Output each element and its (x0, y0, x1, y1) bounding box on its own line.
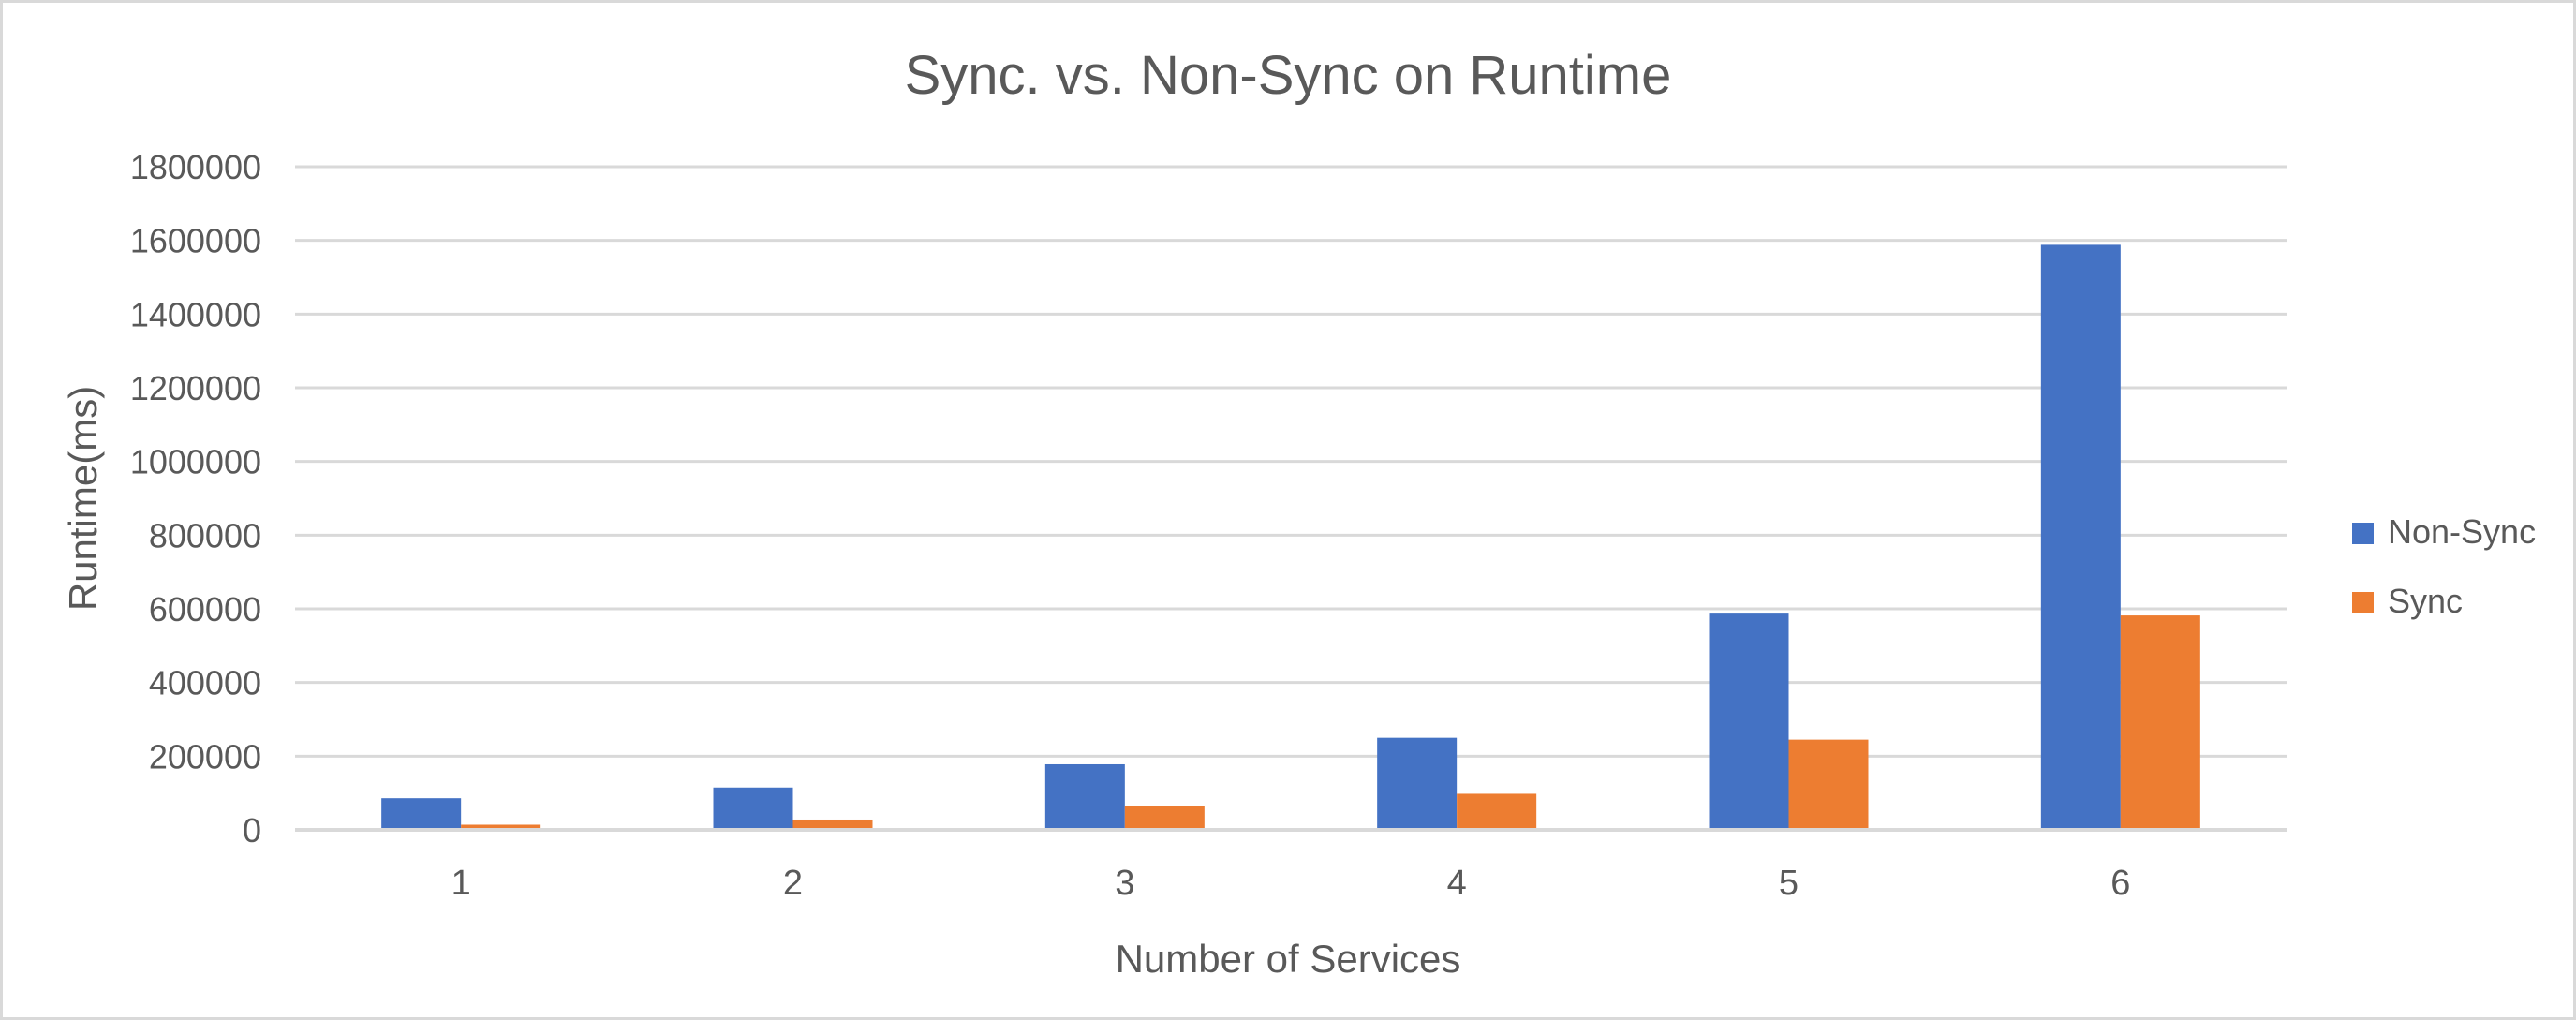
x-axis-title: Number of Services (1116, 937, 1461, 981)
legend: Non-Sync Sync (2352, 512, 2536, 620)
bar-sync-cat-6 (2120, 615, 2200, 830)
bar-non-sync-cat-1 (381, 798, 462, 830)
bar-non-sync-cat-5 (1709, 613, 1789, 830)
bar-non-sync-cat-2 (713, 787, 793, 830)
x-tick-label: 2 (783, 864, 803, 903)
y-tick-label: 200000 (149, 737, 261, 776)
y-tick-label: 1600000 (130, 222, 261, 260)
chart-canvas: 0 200000 400000 600000 800000 1000000 1200000 1… (61, 45, 2536, 981)
x-tick-label: 6 (2110, 864, 2130, 903)
y-tick-label: 1800000 (130, 148, 261, 186)
y-tick-label: 1200000 (130, 369, 261, 407)
legend-swatch-non-sync (2352, 523, 2374, 544)
bar-non-sync-cat-3 (1044, 763, 1125, 830)
bar-series (381, 244, 2200, 830)
x-tick-label: 1 (452, 864, 471, 903)
x-tick-label: 3 (1115, 864, 1134, 903)
bar-sync-cat-5 (1788, 739, 1869, 830)
bar-sync-cat-2 (792, 819, 873, 830)
legend-swatch-sync (2352, 592, 2374, 613)
x-tick-label: 4 (1447, 864, 1467, 903)
bar-non-sync-cat-6 (2040, 244, 2121, 830)
legend-label-sync: Sync (2388, 582, 2463, 620)
legend-label-non-sync: Non-Sync (2388, 512, 2536, 551)
y-tick-label: 1000000 (130, 443, 261, 481)
x-tick-label: 5 (1779, 864, 1799, 903)
y-tick-label: 800000 (149, 516, 261, 554)
y-axis-title: Runtime(ms) (61, 386, 105, 611)
chart-title: Sync. vs. Non-Sync on Runtime (905, 45, 1672, 106)
bar-non-sync-cat-4 (1377, 737, 1458, 830)
x-axis-tick-labels: 1 2 3 4 5 6 (452, 864, 2131, 903)
bar-sync-cat-1 (461, 824, 541, 830)
y-tick-label: 400000 (149, 664, 261, 702)
y-tick-label: 0 (243, 811, 261, 850)
gridlines (295, 165, 2287, 832)
y-tick-label: 1400000 (130, 295, 261, 333)
y-axis-tick-labels: 0 200000 400000 600000 800000 1000000 1200000 1… (130, 148, 261, 850)
bar-sync-cat-3 (1124, 806, 1205, 830)
y-tick-label: 600000 (149, 590, 261, 628)
bar-sync-cat-4 (1457, 793, 1537, 830)
